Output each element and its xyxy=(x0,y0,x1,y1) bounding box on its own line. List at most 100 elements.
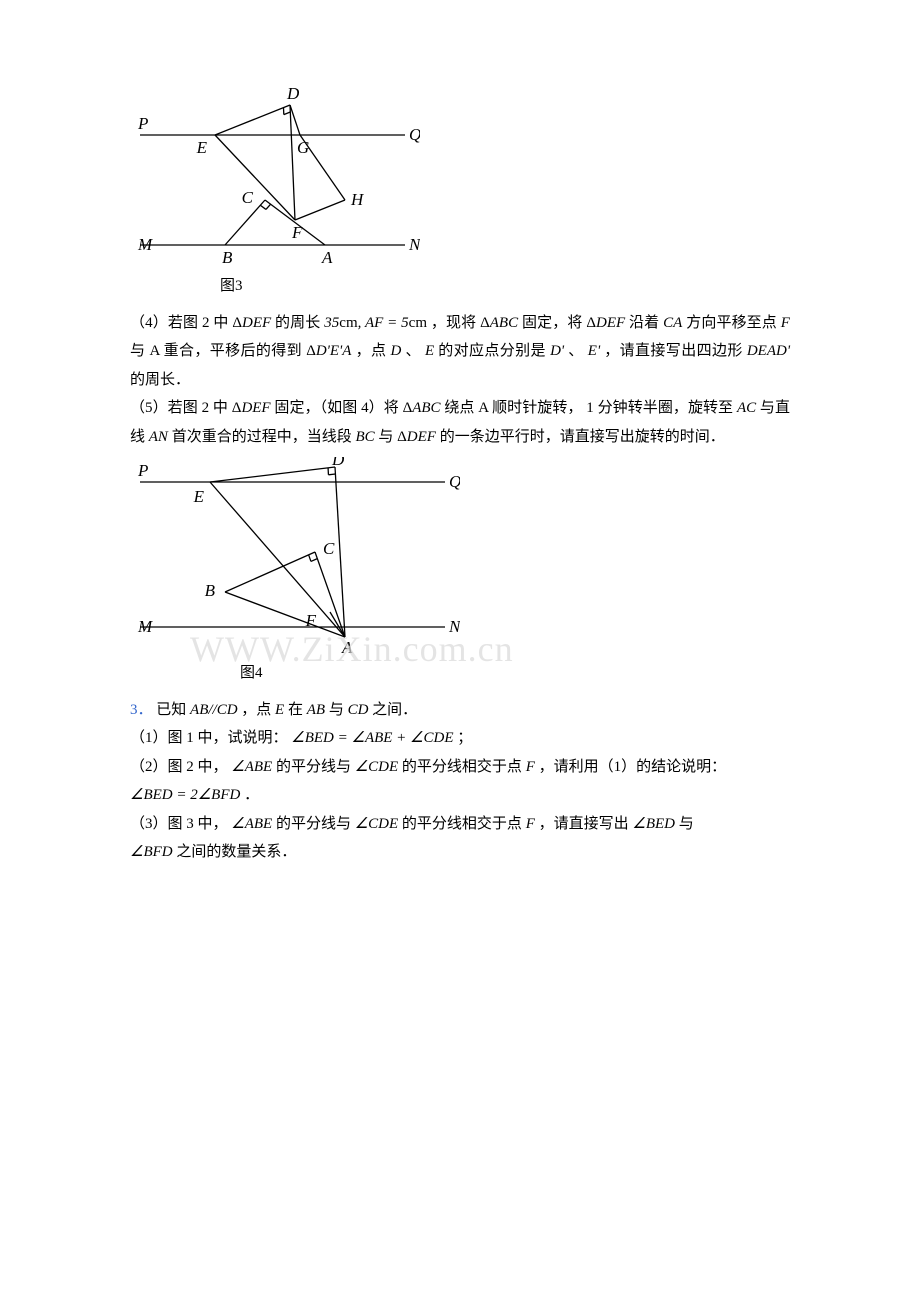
p3-t0: 已知 xyxy=(156,702,190,718)
p3-t3: 与 xyxy=(329,702,348,718)
problem-4: （4）若图 2 中 ΔDEF 的周长 35cm, AF = 5cm ，现将 ΔA… xyxy=(130,309,790,395)
figure-3-svg-wrap: P Q M N E D G C H F B A xyxy=(130,80,790,270)
svg-text:H: H xyxy=(350,190,365,209)
p5-t1: 固定，（如图 4）将 xyxy=(274,400,402,416)
p5-t3: 分钟转半圈，旋转至 xyxy=(598,400,737,416)
p4-F: F xyxy=(781,315,790,331)
p5-oneMin: 1 xyxy=(586,400,594,416)
p3-AB: AB xyxy=(307,702,325,718)
figure-3-caption: 图3 xyxy=(220,272,790,301)
svg-text:M: M xyxy=(137,235,153,254)
p4-t1: 的周长 xyxy=(275,315,324,331)
p3-p3e: 与 xyxy=(679,816,694,832)
figure-3-svg: P Q M N E D G C H F B A xyxy=(130,80,420,270)
p3-Fpt: F xyxy=(526,759,535,775)
p3-num: 3． xyxy=(130,702,153,718)
p3-CD: CD xyxy=(348,702,369,718)
p3-p3c: 的平分线相交于点 xyxy=(402,816,526,832)
svg-text:C: C xyxy=(242,188,254,207)
p3-BFD: ∠BFD xyxy=(130,844,173,860)
p4-DpEpA: ΔD'E'A xyxy=(306,343,351,359)
p4-dDEF2: ΔDEF xyxy=(586,315,625,331)
svg-text:F: F xyxy=(305,611,317,630)
p3-p2c: 的平分线相交于点 xyxy=(402,759,526,775)
svg-text:N: N xyxy=(448,617,460,636)
svg-text:P: P xyxy=(137,114,148,133)
svg-text:M: M xyxy=(137,617,153,636)
p5-dDEF: ΔDEF xyxy=(232,400,271,416)
p4-t12: 的周长． xyxy=(130,372,190,388)
p3-ABE: ∠ABE xyxy=(231,759,272,775)
p5-AC: AC xyxy=(737,400,756,416)
svg-text:D: D xyxy=(286,84,300,103)
svg-text:B: B xyxy=(205,581,216,600)
svg-text:A: A xyxy=(341,638,353,657)
p3-p2d: ，请利用（1）的结论说明： xyxy=(539,759,727,775)
p3-t1: ，点 xyxy=(241,702,275,718)
svg-text:D: D xyxy=(331,457,345,469)
p3-p3d: ，请直接写出 xyxy=(539,816,633,832)
p3-eq2: ∠BED = 2∠BFD xyxy=(130,787,240,803)
p3-CDE2: ∠CDE xyxy=(355,816,398,832)
svg-text:A: A xyxy=(321,248,333,267)
problem-3-part2: （2）图 2 中， ∠ABE 的平分线与 ∠CDE 的平分线相交于点 F ，请利… xyxy=(130,753,790,810)
p5-t7: 的一条边平行时，请直接写出旋转的时间． xyxy=(440,429,725,445)
svg-text:B: B xyxy=(222,248,233,267)
p4-t3: 固定，将 xyxy=(522,315,586,331)
p3-t2: 在 xyxy=(288,702,307,718)
svg-text:Q: Q xyxy=(409,125,420,144)
p4-DEAD: DEAD' xyxy=(747,343,790,359)
p3-CDE: ∠CDE xyxy=(355,759,398,775)
p4-t10: 、 xyxy=(568,343,583,359)
svg-text:F: F xyxy=(291,223,303,242)
p5-BC: BC xyxy=(355,429,374,445)
p4-t8: 、 xyxy=(405,343,420,359)
svg-text:E: E xyxy=(196,138,208,157)
p4-t11: ，请直接写出四边形 xyxy=(604,343,747,359)
problem-3-part3: （3）图 3 中， ∠ABE 的平分线与 ∠CDE 的平分线相交于点 F ，请直… xyxy=(130,810,790,867)
p4-perim: 35cm, AF = 5cm xyxy=(324,315,427,331)
p4-t4: 沿着 xyxy=(629,315,663,331)
p4-CA: CA xyxy=(663,315,682,331)
problem-3-part1: （1）图 1 中，试说明： ∠BED = ∠ABE + ∠CDE ； xyxy=(130,724,790,753)
p5-t2: 绕点 A 顺时针旋转， xyxy=(444,400,582,416)
p4-Dp: D' xyxy=(550,343,564,359)
svg-text:P: P xyxy=(137,461,148,480)
p3-p3f: 之间的数量关系． xyxy=(176,844,296,860)
problem-5: （5）若图 2 中 ΔDEF 固定，（如图 4）将 ΔABC 绕点 A 顺时针旋… xyxy=(130,394,790,451)
p5-t5: 首次重合的过程中，当线段 xyxy=(172,429,356,445)
p5-prefix: （5）若图 2 中 xyxy=(130,400,232,416)
svg-text:N: N xyxy=(408,235,420,254)
figure-4-svg-wrap: PQMNEDCFBA xyxy=(130,457,790,657)
p4-dABC: ΔABC xyxy=(480,315,518,331)
figure-3: P Q M N E D G C H F B A 图3 xyxy=(130,80,790,301)
p3-p2b: 的平分线与 xyxy=(276,759,355,775)
p3-p1a: （1）图 1 中，试说明： xyxy=(130,730,288,746)
p4-t7: ，点 xyxy=(356,343,391,359)
figure-4-caption: 图4 xyxy=(240,659,790,688)
p4-prefix: （4）若图 2 中 xyxy=(130,315,228,331)
p3-BED: ∠BED xyxy=(632,816,675,832)
p4-t2: ，现将 xyxy=(431,315,480,331)
p3-t4: 之间． xyxy=(372,702,417,718)
svg-text:C: C xyxy=(323,539,335,558)
p3-p2e: ． xyxy=(244,787,259,803)
p3-p3a: （3）图 3 中， xyxy=(130,816,228,832)
p4-t6: 与 A 重合，平移后的得到 xyxy=(130,343,306,359)
p4-D: D xyxy=(390,343,401,359)
p3-p1b: ； xyxy=(457,730,472,746)
p4-E: E xyxy=(425,343,434,359)
p5-t6: 与 xyxy=(378,429,397,445)
p3-ABE2: ∠ABE xyxy=(231,816,272,832)
p4-Ep: E' xyxy=(588,343,600,359)
p3-Fpt2: F xyxy=(526,816,535,832)
p4-t9: 的对应点分别是 xyxy=(438,343,550,359)
p3-p3b: 的平分线与 xyxy=(276,816,355,832)
figure-4-svg: PQMNEDCFBA xyxy=(130,457,460,657)
figure-4: PQMNEDCFBA 图4 xyxy=(130,457,790,688)
p5-dABC: ΔABC xyxy=(403,400,441,416)
p3-ABCD: AB//CD xyxy=(190,702,238,718)
p5-dDEF2: ΔDEF xyxy=(397,429,436,445)
svg-text:E: E xyxy=(193,487,205,506)
svg-text:G: G xyxy=(297,138,309,157)
